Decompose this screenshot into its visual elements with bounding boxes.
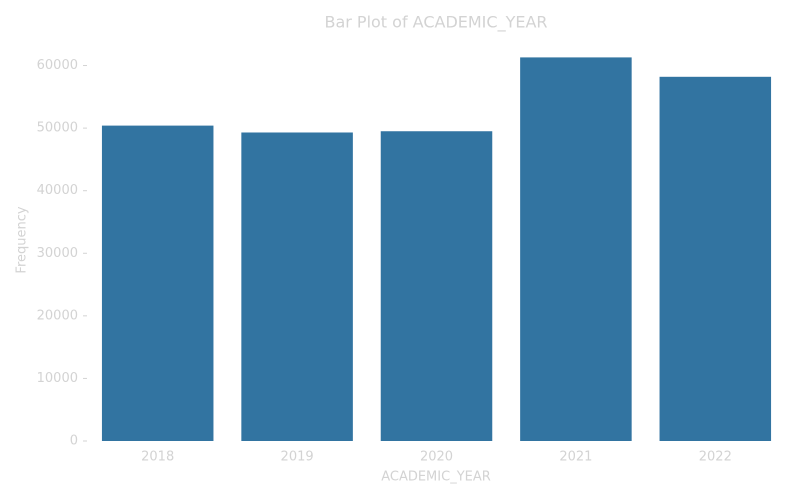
x-axis-label: ACADEMIC_YEAR (381, 470, 491, 485)
bar (659, 76, 772, 442)
y-tick-label: 20000 (37, 308, 78, 323)
x-tick-label: 2022 (699, 450, 732, 465)
bar (520, 57, 632, 441)
chart-title: Bar Plot of ACADEMIC_YEAR (324, 13, 547, 33)
x-tick-label: 2018 (141, 450, 174, 465)
x-tick-label: 2021 (559, 450, 592, 465)
y-axis-label: Frequency (15, 206, 30, 273)
bar (241, 132, 353, 441)
y-tick-label: 0 (70, 434, 78, 449)
x-tick-label: 2019 (281, 450, 314, 465)
bar (101, 125, 214, 441)
y-tick-label: 10000 (37, 371, 78, 386)
x-tick-label: 2020 (420, 450, 453, 465)
y-tick-label: 30000 (37, 246, 78, 261)
y-tick-label: 50000 (37, 121, 78, 136)
y-tick-label: 40000 (37, 183, 78, 198)
bar (380, 131, 493, 442)
y-tick-label: 60000 (37, 58, 78, 73)
